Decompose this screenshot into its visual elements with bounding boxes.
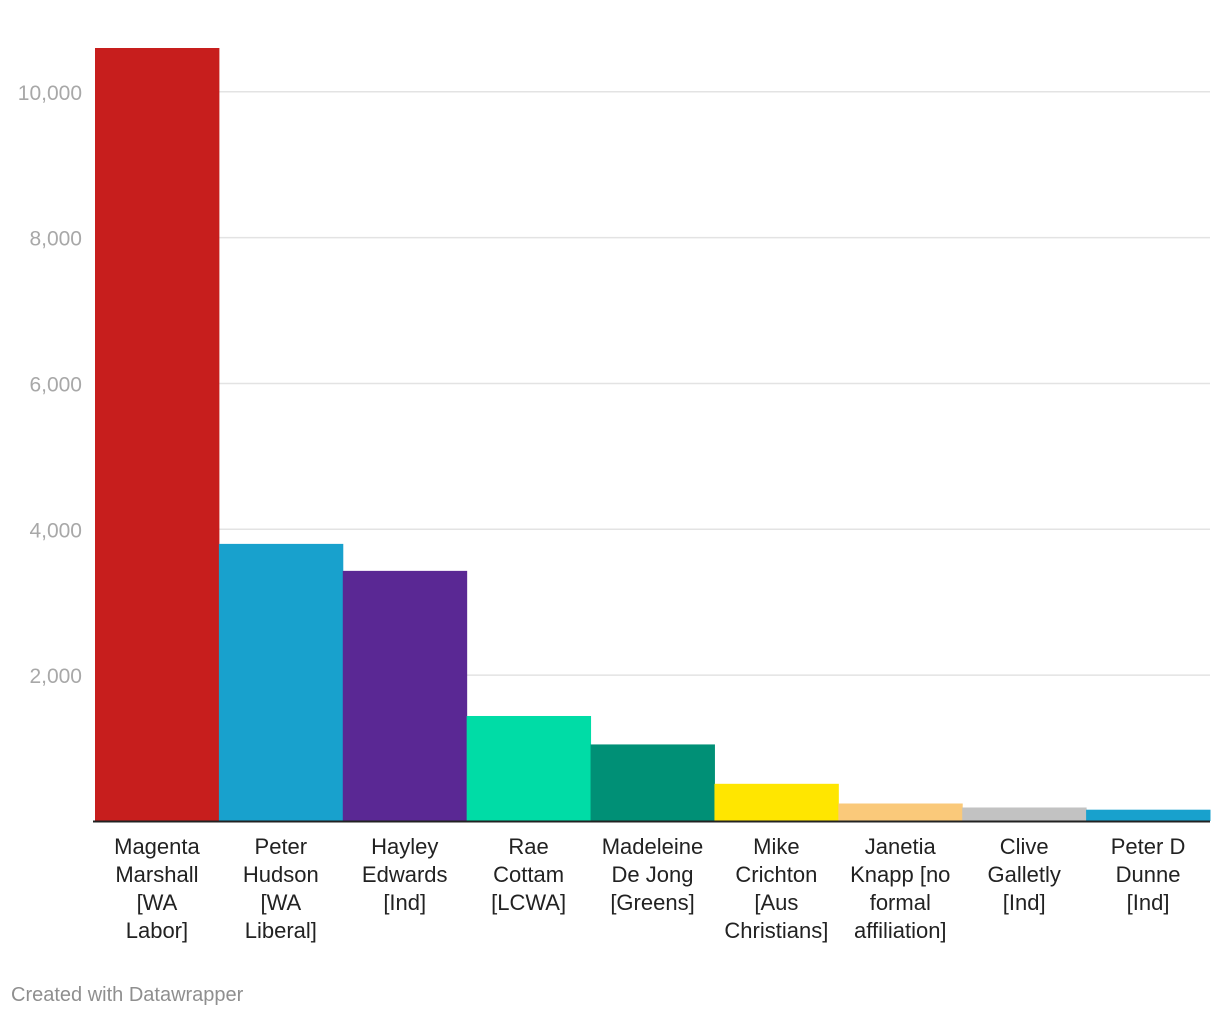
bar[interactable] bbox=[838, 803, 963, 821]
category-label: Clive Galletly [Ind] bbox=[987, 834, 1060, 915]
category-label: Mike Crichton [Aus Christians] bbox=[724, 834, 828, 943]
bar[interactable] bbox=[590, 744, 715, 821]
bar[interactable] bbox=[218, 543, 344, 821]
y-tick-label: 6,000 bbox=[29, 373, 82, 396]
bar[interactable] bbox=[1086, 809, 1211, 821]
y-tick-label: 2,000 bbox=[29, 665, 82, 688]
bar[interactable] bbox=[466, 715, 592, 821]
y-tick-label: 8,000 bbox=[29, 228, 82, 251]
bar[interactable] bbox=[342, 570, 468, 821]
gridlines bbox=[95, 91, 1210, 676]
datawrapper-credit[interactable]: Created with Datawrapper bbox=[11, 984, 244, 1006]
category-label: Magenta Marshall [WA Labor] bbox=[114, 834, 200, 943]
bar[interactable] bbox=[962, 807, 1087, 821]
x-axis-category-labels: Magenta Marshall [WA Labor] Peter Hudson [WA Li… bbox=[114, 834, 1185, 943]
bar[interactable] bbox=[714, 783, 839, 821]
category-label: Peter Hudson [WA Liberal] bbox=[243, 834, 319, 943]
category-label: Madeleine De Jong [Greens] bbox=[602, 834, 704, 915]
bars bbox=[95, 48, 1211, 821]
y-tick-label: 4,000 bbox=[29, 519, 82, 542]
category-label: Janetia Knapp [no formal affiliation] bbox=[850, 834, 950, 943]
bar[interactable] bbox=[95, 48, 220, 821]
y-tick-label: 10,000 bbox=[18, 82, 82, 105]
y-axis-tick-labels: 2,000 4,000 6,000 8,000 10,000 bbox=[18, 82, 82, 688]
category-label: Peter D Dunne [Ind] bbox=[1111, 834, 1186, 915]
category-label: Rae Cottam [LCWA] bbox=[491, 834, 566, 915]
category-label: Hayley Edwards [Ind] bbox=[362, 834, 448, 915]
